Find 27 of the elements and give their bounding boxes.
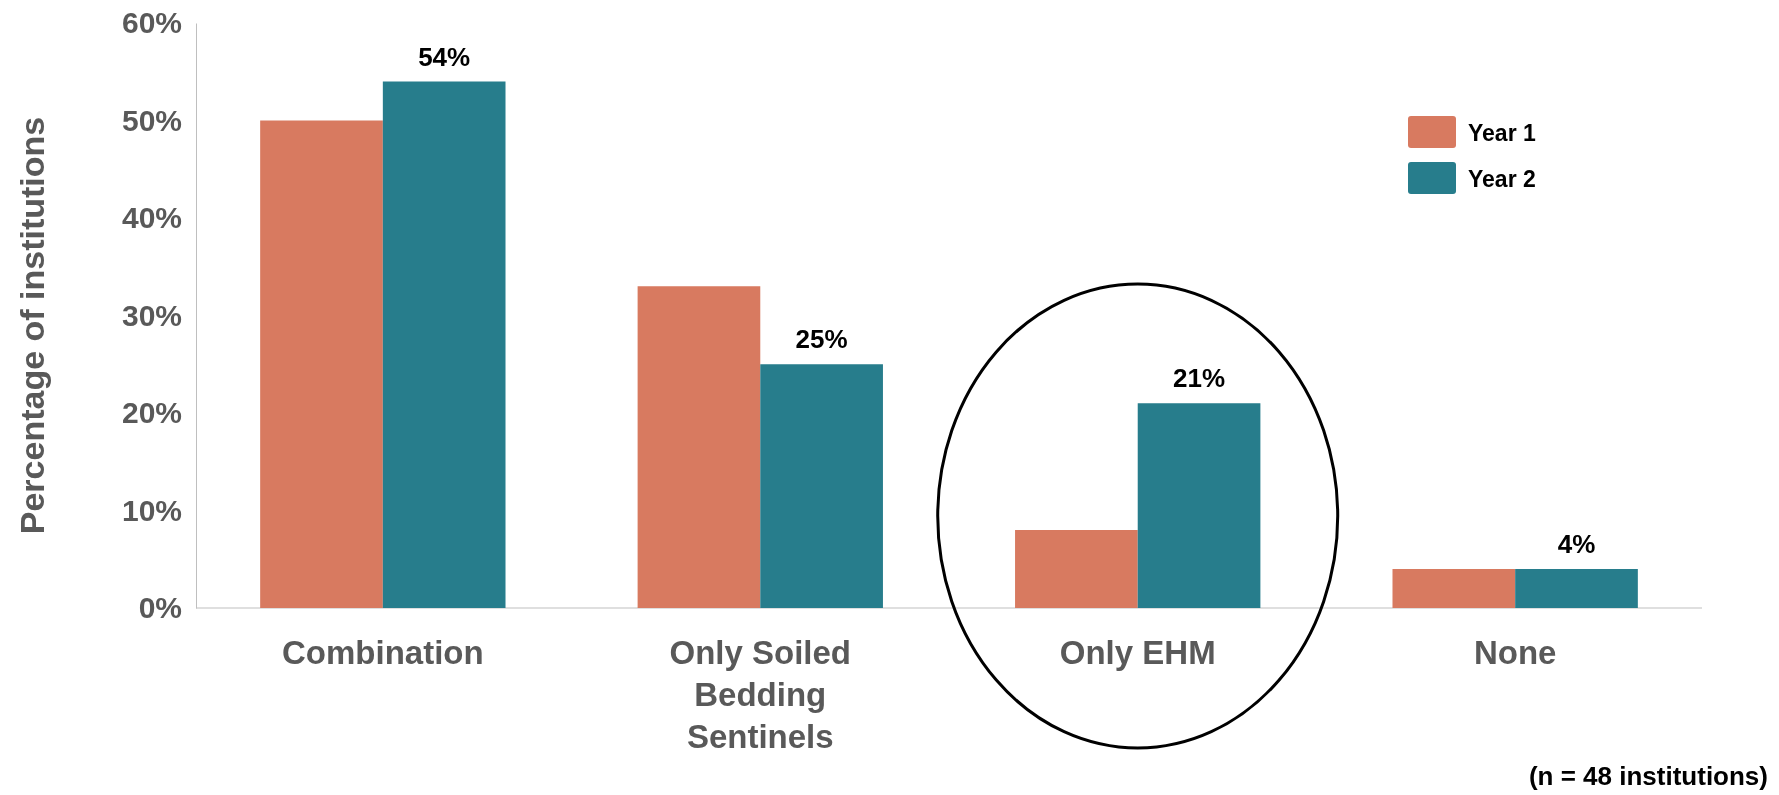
- x-tick-label: Only Soiled Bedding Sentinels: [669, 634, 852, 755]
- y-tick-label: 20%: [121, 396, 182, 430]
- legend-label: Year 1: [1468, 120, 1536, 146]
- data-label: 25%: [795, 324, 848, 355]
- bar: [1137, 403, 1261, 608]
- legend-label: Year 2: [1468, 166, 1536, 192]
- x-tick-label: None: [1473, 634, 1557, 671]
- y-tick-label: 40%: [121, 201, 182, 235]
- bar: [760, 364, 883, 608]
- bar: [260, 120, 383, 608]
- y-tick-label: 30%: [121, 298, 182, 332]
- bar: [382, 81, 506, 608]
- bar: [1515, 569, 1638, 608]
- y-tick-label: 0%: [138, 591, 182, 625]
- bar: [1392, 569, 1516, 608]
- x-tick-label: Combination: [282, 634, 484, 671]
- data-label: 21%: [1173, 363, 1226, 394]
- data-label: 4%: [1557, 529, 1596, 559]
- y-tick-label: 60%: [121, 6, 182, 40]
- x-tick-label: Only EHM: [1059, 634, 1216, 671]
- y-axis-title: Percentage of institutions: [13, 116, 51, 535]
- text: (n = 48 institutions): [1528, 761, 1768, 791]
- bar: [1015, 530, 1138, 608]
- bar: [637, 286, 761, 608]
- y-tick-label: 10%: [121, 493, 182, 527]
- data-label: 54%: [418, 41, 471, 72]
- y-tick-label: 50%: [121, 103, 182, 137]
